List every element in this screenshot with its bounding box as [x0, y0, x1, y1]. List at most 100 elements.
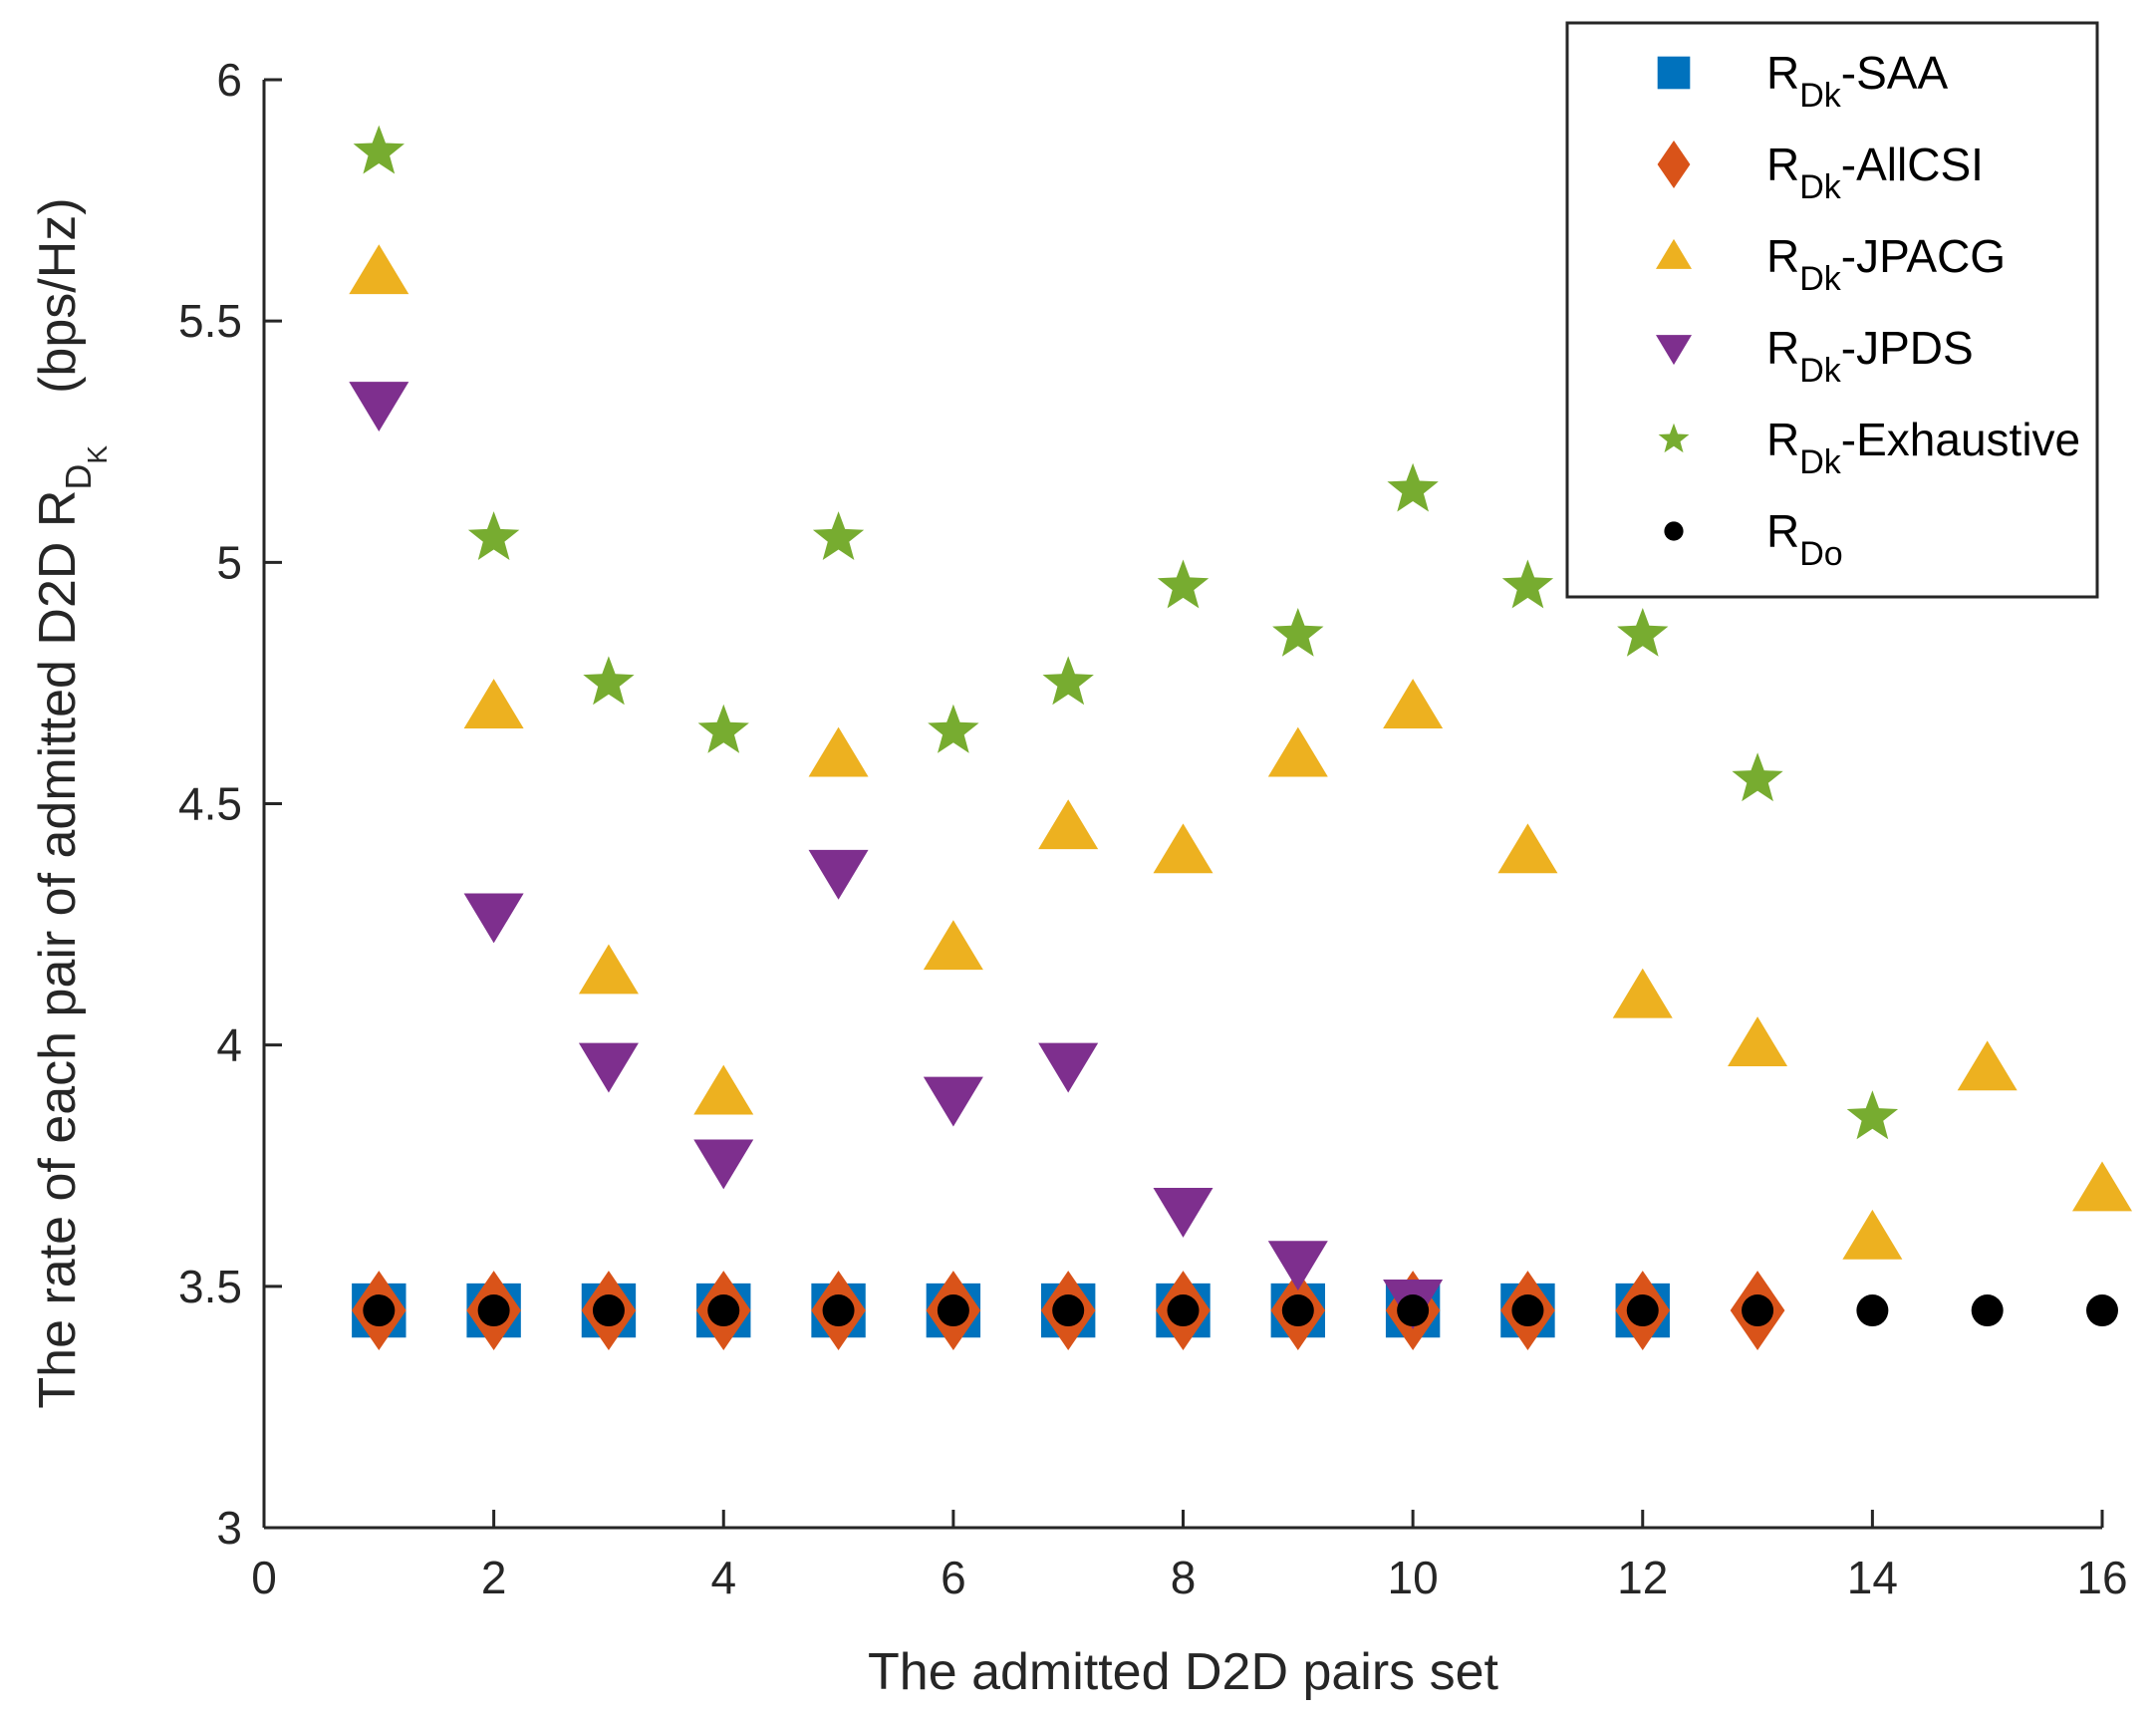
- data-point-star: [1272, 608, 1324, 657]
- y-tick-label: 5.5: [178, 295, 242, 347]
- y-tick-label: 4: [216, 1019, 242, 1071]
- x-tick-label: 6: [941, 1552, 966, 1603]
- legend-label-main: R: [1766, 505, 1799, 557]
- data-point-star: [812, 511, 865, 560]
- legend-label: RDk-Exhaustive: [1766, 414, 2080, 481]
- data-point-triangle-up: [463, 679, 524, 729]
- data-point-star: [697, 704, 749, 753]
- data-point-triangle-down: [463, 893, 524, 944]
- data-point-circle: [1511, 1294, 1544, 1327]
- data-point-circle: [1281, 1294, 1314, 1327]
- data-point-triangle-up: [808, 726, 869, 777]
- data-point-star: [1501, 559, 1554, 609]
- data-point-triangle-up: [578, 944, 639, 995]
- legend-label: RDk-JPDS: [1766, 322, 1974, 390]
- legend-label-main: R: [1766, 414, 1799, 465]
- legend-label-suffix: -AllCSI: [1841, 139, 1984, 190]
- data-point-triangle-up: [1153, 823, 1213, 874]
- legend-label-sub: Dk: [1799, 168, 1842, 206]
- data-point-triangle-down: [693, 1139, 754, 1190]
- y-tick-label: 3: [216, 1502, 242, 1554]
- data-point-circle: [363, 1294, 396, 1327]
- data-point-circle: [477, 1294, 510, 1327]
- data-point-circle: [1971, 1294, 2004, 1327]
- data-point-circle: [937, 1294, 969, 1327]
- data-point-circle: [1626, 1294, 1659, 1327]
- data-point-triangle-up: [693, 1064, 754, 1115]
- data-point-circle: [1856, 1294, 1889, 1327]
- data-point-circle: [822, 1294, 855, 1327]
- y-tick-label: 3.5: [178, 1261, 242, 1312]
- x-tick-label: 12: [1617, 1552, 1668, 1603]
- data-point-star: [1732, 752, 1783, 802]
- legend-label-main: R: [1766, 230, 1799, 282]
- y-tick-label: 4.5: [178, 778, 242, 830]
- data-point-star: [583, 656, 635, 706]
- data-point-triangle-up: [923, 920, 983, 971]
- x-tick-label: 4: [710, 1552, 736, 1603]
- x-tick-label: 2: [481, 1552, 507, 1603]
- data-point-triangle-down: [578, 1042, 639, 1093]
- legend-marker-triangle-down: [1656, 335, 1692, 366]
- data-point-star: [928, 704, 979, 753]
- legend-label-suffix: -SAA: [1841, 47, 1949, 99]
- axes: 0 2 4 6 8 10 12 14 16 3 3.5 4 4.5 5 5.5 6: [178, 54, 2128, 1603]
- data-point-star: [467, 511, 520, 560]
- legend-label-sub: Dk: [1799, 77, 1842, 115]
- series-star: [353, 125, 1899, 1140]
- data-point-triangle-up: [1842, 1209, 1903, 1260]
- legend-label-sub: Dk: [1799, 352, 1842, 390]
- legend-marker-star: [1658, 423, 1690, 453]
- y-axis-title-part: K: [82, 445, 113, 464]
- y-axis-title-part: The rate of each pair of admitted D2D R: [29, 490, 87, 1409]
- data-point-triangle-up: [349, 244, 409, 295]
- data-point-star: [1042, 656, 1094, 706]
- data-point-circle: [1167, 1294, 1200, 1327]
- data-point-triangle-down: [1267, 1241, 1328, 1291]
- y-tick-label: 5: [216, 536, 242, 588]
- data-point-triangle-up: [1497, 823, 1558, 874]
- data-point-triangle-down: [1038, 1042, 1099, 1093]
- x-tick-label: 0: [251, 1552, 277, 1603]
- legend-marker-diamond: [1657, 141, 1691, 188]
- axis-titles: The admitted D2D pairs set The rate of ea…: [29, 197, 1499, 1701]
- legend: RDk-SAARDk-AllCSIRDk-JPACGRDk-JPDSRDk-Ex…: [1565, 21, 2099, 599]
- x-tick-label: 16: [2076, 1552, 2127, 1603]
- data-point-star: [353, 125, 404, 174]
- data-point-triangle-up: [1957, 1040, 2018, 1091]
- legend-label-main: R: [1766, 322, 1799, 374]
- legend-box: [1565, 21, 2099, 599]
- data-point-triangle-up: [1267, 726, 1328, 777]
- data-point-triangle-down: [1153, 1187, 1213, 1238]
- legend-label: RDk-AllCSI: [1766, 139, 1984, 206]
- legend-marker-triangle-up: [1656, 238, 1692, 269]
- x-tick-label: 14: [1847, 1552, 1898, 1603]
- legend-label-suffix: -Exhaustive: [1841, 414, 2080, 465]
- legend-label-main: R: [1766, 139, 1799, 190]
- y-tick-label: 6: [216, 54, 242, 106]
- data-point-triangle-up: [1728, 1016, 1788, 1067]
- x-tick-label: 10: [1388, 1552, 1439, 1603]
- legend-label-suffix: -JPACG: [1841, 230, 2006, 282]
- data-point-triangle-up: [1612, 968, 1673, 1018]
- data-point-triangle-down: [808, 849, 869, 900]
- data-point-triangle-up: [1038, 799, 1099, 850]
- data-marks: [349, 125, 2132, 1350]
- data-point-triangle-down: [349, 382, 409, 432]
- data-point-triangle-up: [1383, 679, 1444, 729]
- legend-label-main: R: [1766, 47, 1799, 99]
- y-axis-title-part: (bps/Hz): [29, 197, 87, 444]
- legend-label: RDo: [1766, 505, 1843, 573]
- data-point-circle: [1742, 1294, 1774, 1327]
- legend-label: RDk-SAA: [1766, 47, 1948, 115]
- data-point-circle: [2086, 1294, 2118, 1327]
- series-circle: [363, 1294, 2118, 1327]
- data-point-triangle-up: [2072, 1161, 2132, 1212]
- data-point-star: [1157, 559, 1210, 609]
- data-point-star: [1617, 608, 1669, 657]
- series-triangle-up: [349, 244, 2132, 1260]
- legend-label-sub: Do: [1799, 535, 1842, 573]
- y-axis-title: The rate of each pair of admitted D2D RD…: [29, 197, 113, 1408]
- legend-marker-square: [1657, 56, 1691, 90]
